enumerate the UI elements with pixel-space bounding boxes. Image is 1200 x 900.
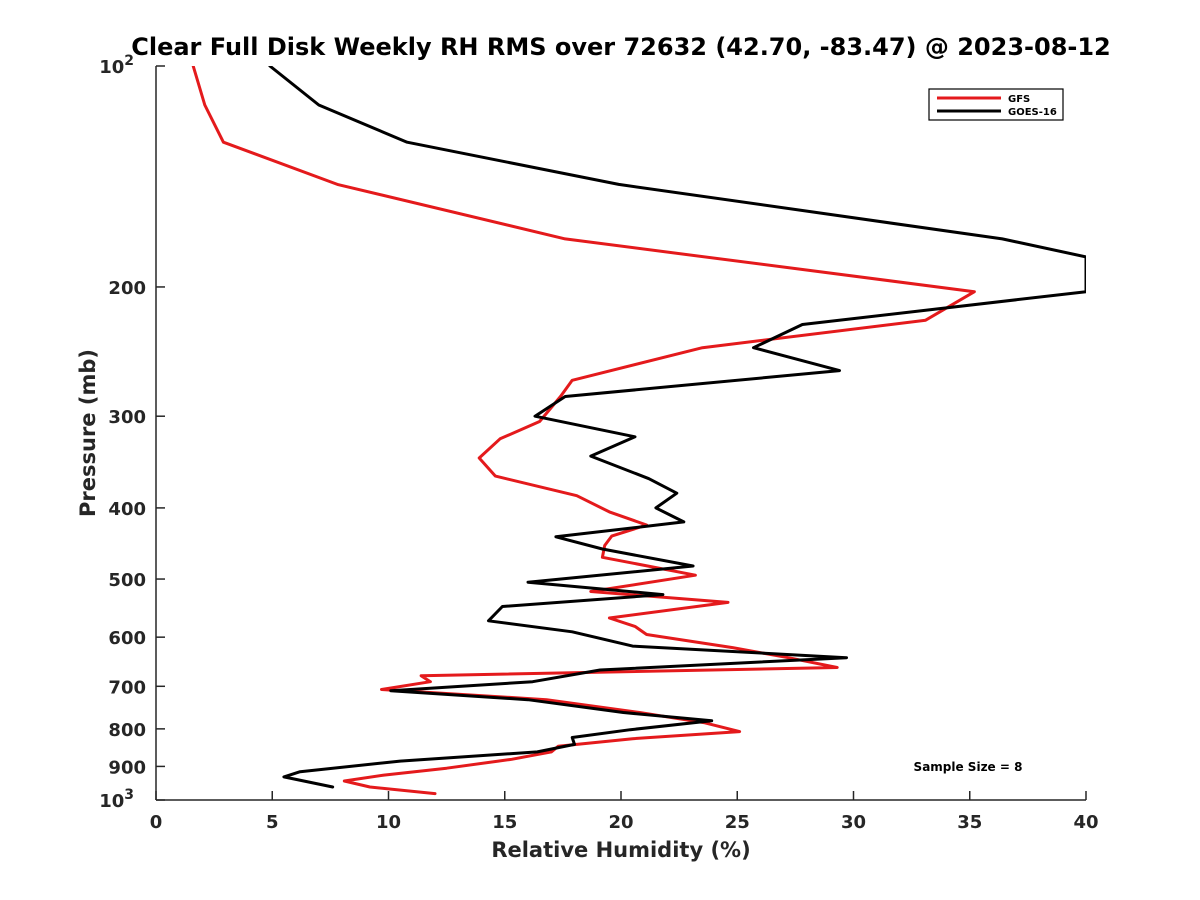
series-line-gfs (191, 66, 976, 796)
x-tick-label: 0 (150, 812, 163, 833)
y-axis-label: Pressure (mb) (76, 349, 100, 517)
x-tick-label: 5 (266, 812, 279, 833)
legend-label: GOES-16 (1008, 107, 1057, 118)
y-tick-label: 600 (108, 628, 146, 649)
series-line-goes-16 (268, 66, 1086, 789)
y-tick-label: 300 (108, 407, 146, 428)
y-tick-label: 400 (108, 499, 146, 520)
chart-title: Clear Full Disk Weekly RH RMS over 72632… (131, 33, 1111, 61)
x-tick-label: 20 (608, 812, 633, 833)
y-tick-label: 500 (108, 570, 146, 591)
x-tick-label: 35 (957, 812, 982, 833)
x-tick-label: 15 (492, 812, 517, 833)
sample-size-annotation: Sample Size = 8 (914, 760, 1023, 774)
y-tick-label: 700 (108, 677, 146, 698)
x-tick-label: 30 (841, 812, 866, 833)
y-tick-label: 200 (108, 278, 146, 299)
legend-box (928, 88, 1064, 121)
x-axis-label: Relative Humidity (%) (491, 838, 750, 862)
y-tick-label: 102 (99, 53, 134, 78)
y-tick-label: 103 (99, 787, 134, 812)
x-tick-label: 40 (1073, 812, 1098, 833)
y-tick-label: 900 (108, 757, 146, 778)
legend-label: GFS (1008, 94, 1030, 105)
legend: GFS GOES-16 (928, 88, 1064, 121)
x-tick-label: 25 (725, 812, 750, 833)
x-tick-label: 10 (376, 812, 401, 833)
series-layer (191, 66, 1086, 796)
axes: 0 5 10 15 20 25 30 35 40 102 200 300 400 500 600 700 800… (99, 53, 1098, 833)
y-tick-label: 800 (108, 720, 146, 741)
